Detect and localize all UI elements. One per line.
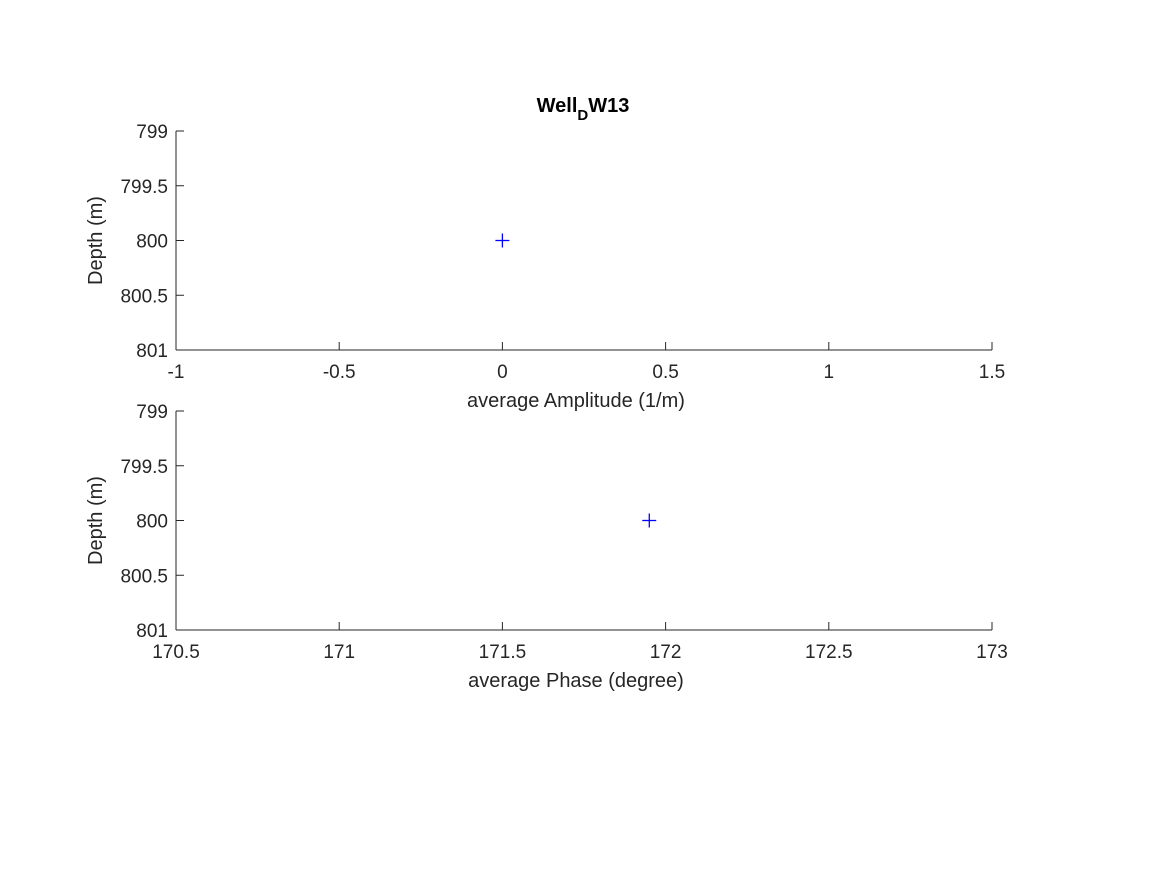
x-tick-label: 172 <box>650 642 682 663</box>
x-tick-label: 0 <box>497 362 508 383</box>
y-tick-label: 801 <box>136 341 168 362</box>
phase-axes: 170.5 171 171.5 172 172.5 173 799 799.5 800 800.5… <box>85 402 1008 692</box>
y-axis-label: Depth (m) <box>85 196 107 285</box>
x-tick-label: -1 <box>168 362 185 383</box>
x-axis-label: average Amplitude (1/m) <box>467 390 685 412</box>
chart-title-rest: W13 <box>588 95 629 117</box>
x-tick-label: 173 <box>976 642 1008 663</box>
x-tick-label: 172.5 <box>805 642 853 663</box>
x-tick-label: 1 <box>824 362 835 383</box>
y-tick-label: 799.5 <box>120 457 168 478</box>
y-tick-label: 800.5 <box>120 286 168 307</box>
y-tick-label: 799 <box>136 122 168 143</box>
y-tick-label: 800 <box>136 512 168 533</box>
chart-title-subscript: D <box>577 107 588 124</box>
y-axis-label: Depth (m) <box>85 476 107 565</box>
y-tick-label: 800.5 <box>120 566 168 587</box>
x-tick-label: -0.5 <box>323 362 356 383</box>
y-tick-label: 801 <box>136 621 168 642</box>
y-tick-label: 799 <box>136 402 168 423</box>
x-axis-label: average Phase (degree) <box>468 670 684 692</box>
x-tick-label: 171.5 <box>479 642 527 663</box>
x-tick-label: 0.5 <box>652 362 678 383</box>
y-tick-label: 799.5 <box>120 177 168 198</box>
x-tick-label: 170.5 <box>152 642 200 663</box>
y-tick-label: 800 <box>136 232 168 253</box>
chart-title: WellDW13 <box>537 95 630 124</box>
amplitude-axes: -1 -0.5 0 0.5 1 1.5 799 799.5 800 800.5 801 average… <box>85 122 1005 412</box>
data-point-marker <box>642 513 657 528</box>
x-tick-label: 171 <box>323 642 355 663</box>
chart-title-main: Well <box>537 95 578 117</box>
x-tick-label: 1.5 <box>979 362 1005 383</box>
data-point-marker <box>495 233 510 248</box>
